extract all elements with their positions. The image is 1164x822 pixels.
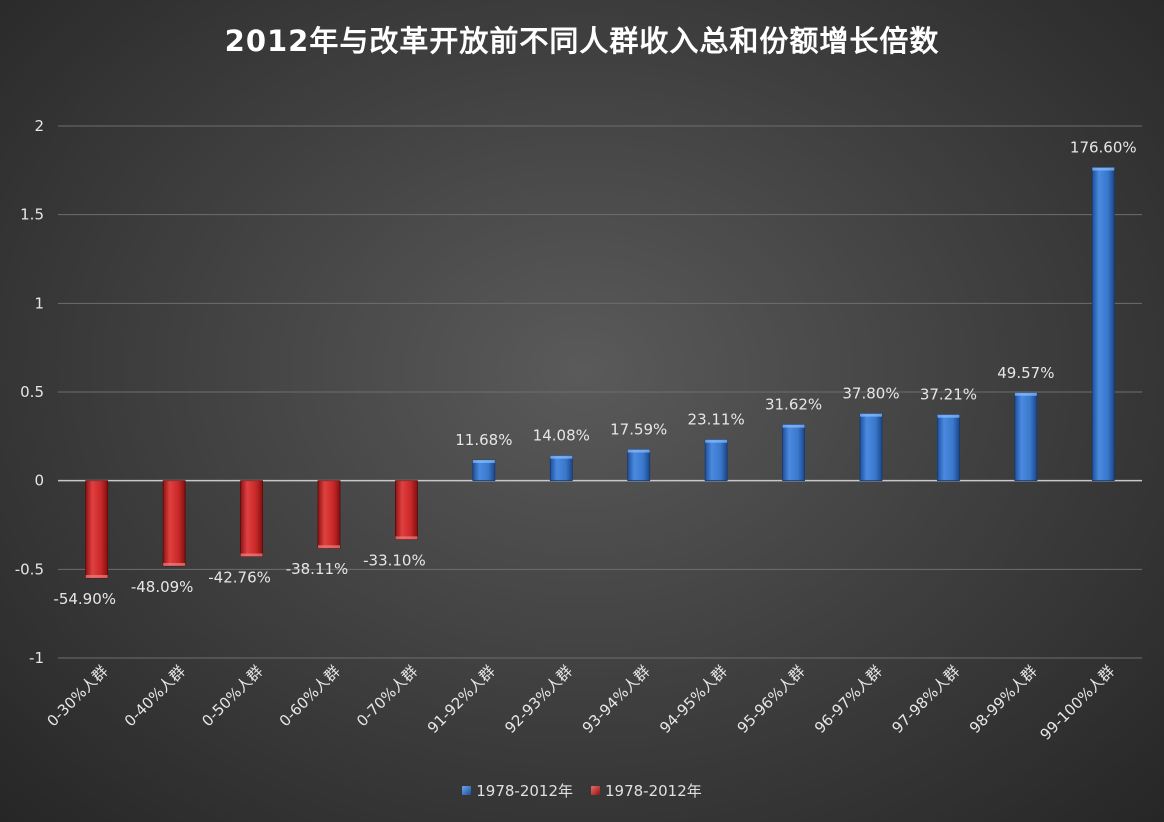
x-tick-label: 0-60%人群 — [276, 662, 344, 730]
y-tick-label: -1 — [29, 649, 44, 667]
x-tick-label: 0-50%人群 — [198, 662, 266, 730]
bar-93-94%人群[interactable] — [627, 449, 651, 482]
x-tick-label: 0-40%人群 — [121, 662, 189, 730]
bar-95-96%人群[interactable] — [782, 424, 805, 482]
bar-97-98%人群[interactable] — [937, 414, 960, 482]
bar-bevel — [163, 562, 186, 566]
data-label: -48.09% — [131, 578, 194, 596]
legend-label: 1978-2012年 — [605, 782, 702, 800]
gridlines — [58, 125, 1142, 659]
bar-99-100%人群[interactable] — [1091, 167, 1115, 482]
data-label: 11.68% — [455, 431, 512, 449]
bar-0-70%人群[interactable] — [395, 480, 418, 540]
legend-label: 1978-2012年 — [476, 782, 573, 800]
bar-91-92%人群[interactable] — [472, 459, 496, 482]
bar-0-40%人群[interactable] — [162, 480, 186, 567]
x-tick-label: 92-93%人群 — [501, 662, 576, 737]
data-label: 176.60% — [1070, 138, 1137, 156]
data-label: 31.62% — [765, 396, 822, 414]
legend-item-blue[interactable]: 1978-2012年 — [462, 780, 573, 801]
y-tick-label: 1 — [34, 294, 44, 312]
data-label: 17.59% — [610, 420, 667, 438]
data-label: 49.57% — [997, 364, 1054, 382]
x-tick-label: 94-95%人群 — [656, 662, 731, 737]
bar-bevel — [395, 536, 418, 540]
bar-96-97%人群[interactable] — [859, 413, 883, 482]
bar-94-95%人群[interactable] — [704, 439, 728, 482]
bar-bevel — [318, 545, 340, 549]
y-tick-label: -0.5 — [15, 560, 44, 578]
bar-bevel — [1014, 392, 1037, 396]
x-tick-label: 93-94%人群 — [579, 662, 654, 737]
bar-0-50%人群[interactable] — [240, 480, 263, 557]
x-tick-label: 96-97%人群 — [811, 662, 886, 737]
x-tick-label: 97-98%人群 — [888, 662, 963, 737]
bar-bevel — [240, 553, 263, 557]
bar-bevel — [860, 413, 882, 417]
bar-0-30%人群[interactable] — [85, 480, 109, 579]
bar-bevel — [782, 424, 805, 428]
data-label: -38.11% — [286, 560, 349, 578]
bar-bevel — [550, 455, 573, 459]
data-label: -33.10% — [363, 551, 426, 569]
data-label: 14.08% — [533, 427, 590, 445]
bar-0-60%人群[interactable] — [317, 480, 341, 549]
x-tick-label: 91-92%人群 — [424, 662, 499, 737]
y-tick-label: 0.5 — [20, 383, 44, 401]
bar-bevel — [627, 449, 650, 453]
data-label: -42.76% — [208, 568, 271, 586]
legend: 1978-2012年 1978-2012年 — [0, 780, 1164, 801]
x-tick-label: 0-30%人群 — [43, 662, 111, 730]
bar-bevel — [85, 575, 108, 579]
bar-bevel — [937, 414, 960, 418]
x-tick-label: 0-70%人群 — [353, 662, 421, 730]
bar-bevel — [1092, 167, 1115, 171]
data-label: 23.11% — [688, 411, 745, 429]
bar-bevel — [472, 459, 495, 463]
data-labels: -54.90% -48.09% -42.76% -38.11% -33.10% 11.68… — [53, 138, 1136, 608]
bar-bevel — [705, 439, 728, 443]
y-tick-label: 0 — [34, 472, 44, 490]
data-label: 37.21% — [920, 386, 977, 404]
legend-swatch-red — [591, 786, 600, 795]
y-tick-label: 2 — [34, 117, 44, 135]
bar-92-93%人群[interactable] — [549, 455, 573, 482]
chart-title: 2012年与改革开放前不同人群收入总和份额增长倍数 — [224, 24, 940, 58]
legend-swatch-blue — [462, 786, 472, 795]
y-tick-label: 1.5 — [20, 206, 44, 224]
y-axis-ticks: -1 -0.5 0 0.5 1 1.5 2 — [15, 117, 44, 667]
data-label: -54.90% — [53, 590, 116, 608]
bars — [85, 167, 1115, 579]
x-axis-ticks: 0-30%人群 0-40%人群 0-50%人群 0-60%人群 0-70%人群 91-92… — [43, 662, 1118, 744]
x-tick-label: 98-99%人群 — [966, 662, 1041, 737]
bar-98-99%人群[interactable] — [1014, 392, 1038, 482]
legend-item-red[interactable]: 1978-2012年 — [591, 780, 702, 801]
data-label: 37.80% — [842, 385, 899, 403]
x-tick-label: 95-96%人群 — [734, 662, 809, 737]
x-tick-label: 99-100%人群 — [1037, 662, 1119, 744]
